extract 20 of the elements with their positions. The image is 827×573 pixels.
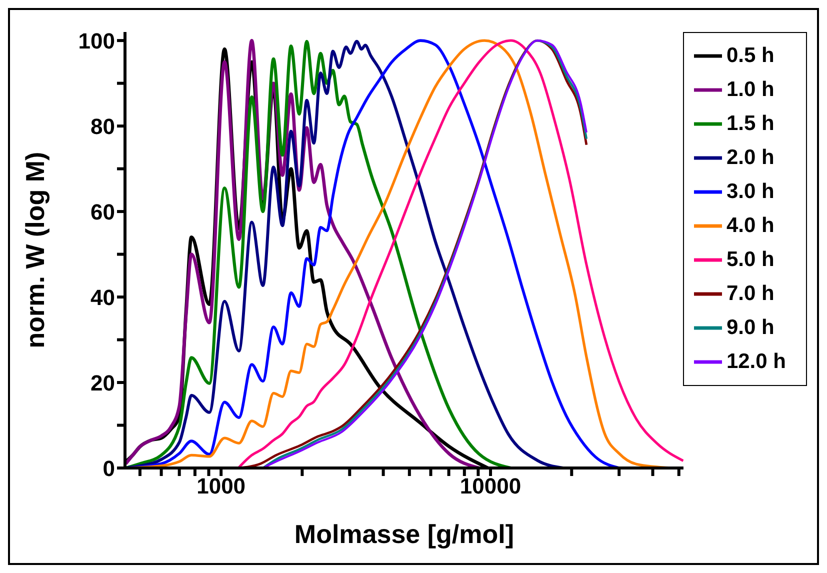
x-axis-title: Molmasse [g/mol]: [294, 519, 514, 549]
y-tick-label: 100: [78, 28, 115, 54]
x-tick-label: 1000: [196, 474, 246, 499]
legend-label: 3.0 h: [726, 180, 774, 203]
legend-label: 5.0 h: [726, 248, 774, 271]
legend-label: 4.0 h: [726, 214, 774, 237]
y-tick-label: 0: [102, 456, 115, 481]
x-tick-label: 10000: [460, 474, 522, 499]
y-tick-label: 80: [90, 114, 115, 139]
y-tick-label: 60: [90, 199, 115, 224]
legend-label: 1.0 h: [726, 78, 774, 101]
legend-label: 9.0 h: [726, 316, 774, 339]
legend-label: 0.5 h: [726, 44, 774, 67]
y-tick-label: 40: [90, 284, 115, 310]
legend-label: 12.0 h: [726, 350, 786, 373]
legend-label: 7.0 h: [726, 282, 774, 305]
legend-label: 2.0 h: [726, 146, 774, 169]
y-axis-title: norm. W (log M): [20, 152, 50, 348]
y-tick-label: 20: [90, 370, 115, 396]
legend-label: 1.5 h: [726, 112, 774, 135]
